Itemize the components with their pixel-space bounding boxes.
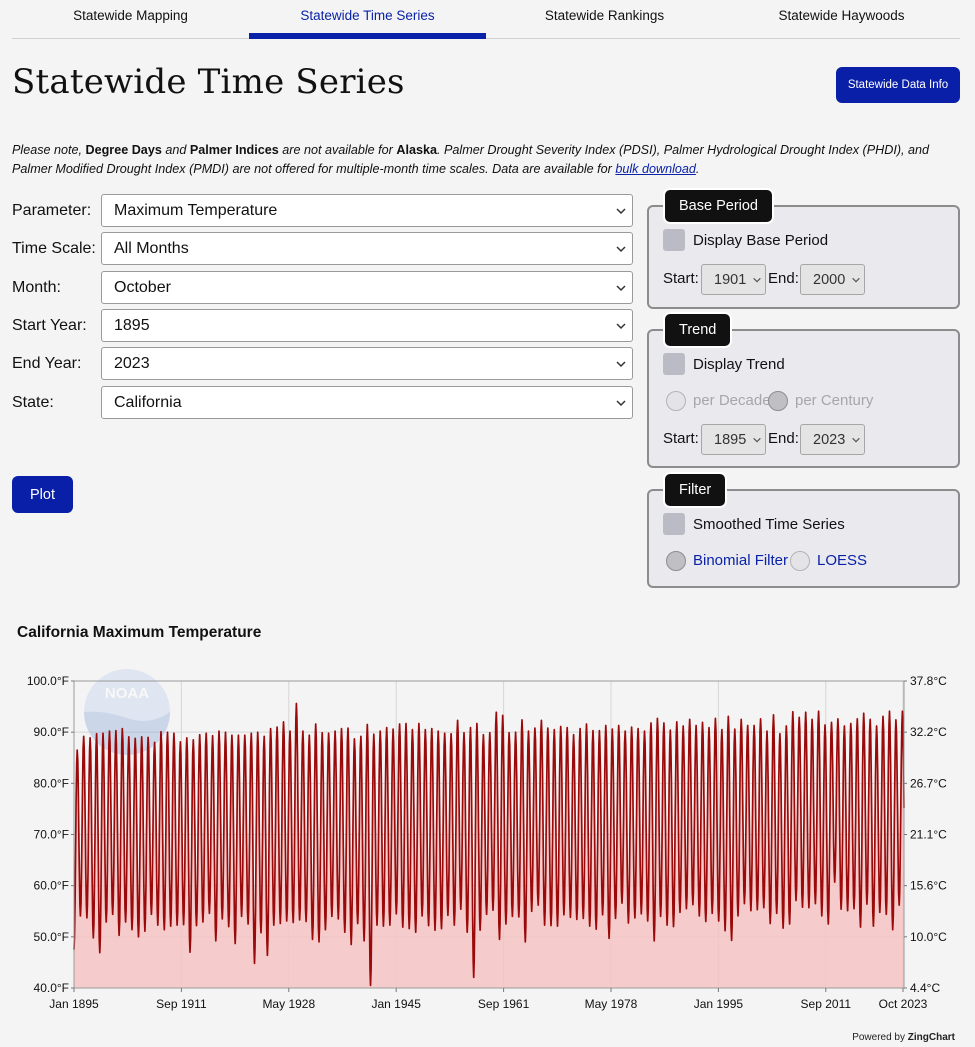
parameter-row: Parameter: Maximum Temperature xyxy=(12,194,634,228)
month-row: Month: October xyxy=(12,271,634,305)
binomial-filter-label: Binomial Filter xyxy=(693,552,789,569)
smoothed-time-series-checkbox[interactable] xyxy=(663,513,685,535)
y-right-tick-label: 10.0°C xyxy=(910,930,947,944)
chevron-down-icon xyxy=(616,285,626,292)
month-select[interactable]: October xyxy=(101,271,633,304)
time-series-chart[interactable]: NOAA 100.0°F 90.0°F 80.0°F 70.0°F 60.0°F 50.0… xyxy=(0,660,975,1020)
per-century-label: per Century xyxy=(795,392,874,409)
time-scale-row: Time Scale: All Months xyxy=(12,232,634,266)
x-tick-label: May 1928 xyxy=(262,997,315,1011)
display-base-period-checkbox[interactable] xyxy=(663,229,685,251)
loess-radio[interactable] xyxy=(790,551,810,571)
y-left-tick-label: 40.0°F xyxy=(34,981,69,995)
y-right-tick-label: 21.1°C xyxy=(910,828,947,842)
y-right-tick-label: 4.4°C xyxy=(910,981,940,995)
chevron-down-icon xyxy=(852,277,860,283)
noaa-logo-text: NOAA xyxy=(105,685,149,702)
bulk-download-link[interactable]: bulk download xyxy=(615,161,696,176)
y-axis-left: 100.0°F 90.0°F 80.0°F 70.0°F 60.0°F 50.0°F 40.… xyxy=(27,674,74,995)
powered-by-zingchart: Powered by ZingChart xyxy=(852,1032,955,1043)
x-tick-label: Sep 1961 xyxy=(478,997,530,1011)
chevron-down-icon xyxy=(852,437,860,443)
chevron-down-icon xyxy=(616,246,626,253)
parameter-select[interactable]: Maximum Temperature xyxy=(101,194,633,227)
plot-button[interactable]: Plot xyxy=(12,476,73,513)
y-right-tick-label: 32.2°C xyxy=(910,725,947,739)
x-tick-label: Sep 1911 xyxy=(156,997,207,1011)
x-tick-label: Oct 2023 xyxy=(879,997,928,1011)
statewide-data-info-button[interactable]: Statewide Data Info xyxy=(836,67,960,103)
noaa-logo: NOAA xyxy=(84,669,170,755)
tab-statewide-time-series[interactable]: Statewide Time Series xyxy=(249,0,486,39)
y-right-tick-label: 37.8°C xyxy=(910,674,947,688)
series-line[interactable] xyxy=(73,702,905,987)
base-period-panel: Base Period Display Base Period Start: 1… xyxy=(647,190,960,309)
availability-note: Please note, Degree Days and Palmer Indi… xyxy=(12,143,930,176)
end-year-label: End Year: xyxy=(12,355,82,372)
y-left-tick-label: 50.0°F xyxy=(34,930,69,944)
end-year-row: End Year: 2023 xyxy=(12,347,634,381)
x-tick-label: Sep 2011 xyxy=(801,997,852,1011)
time-scale-select[interactable]: All Months xyxy=(101,232,633,265)
y-left-tick-label: 100.0°F xyxy=(27,674,69,688)
per-decade-radio[interactable] xyxy=(666,391,686,411)
chevron-down-icon xyxy=(753,277,761,283)
trend-end-select[interactable]: 2023 xyxy=(800,424,865,455)
base-end-label: End: xyxy=(768,270,799,287)
base-start-label: Start: xyxy=(663,270,699,287)
x-axis: Jan 1895 Sep 1911 May 1928 Jan 1945 Sep 1961… xyxy=(49,988,928,1011)
x-tick-label: Jan 1995 xyxy=(694,997,744,1011)
x-tick-label: Jan 1945 xyxy=(372,997,422,1011)
display-trend-checkbox[interactable] xyxy=(663,353,685,375)
smoothed-time-series-label: Smoothed Time Series xyxy=(693,516,845,533)
parameter-label: Parameter: xyxy=(12,202,92,219)
page-title: Statewide Time Series xyxy=(12,62,405,102)
per-century-radio[interactable] xyxy=(768,391,788,411)
display-trend-label: Display Trend xyxy=(693,356,785,373)
y-right-tick-label: 26.7°C xyxy=(910,776,947,790)
loess-label: LOESS xyxy=(817,552,868,569)
month-label: Month: xyxy=(12,279,61,296)
display-base-period-label: Display Base Period xyxy=(693,232,829,249)
trend-panel: Trend Display Trend per Decade per Centu… xyxy=(647,314,960,468)
trend-title: Trend xyxy=(665,314,731,346)
start-year-select[interactable]: 1895 xyxy=(101,309,633,342)
start-year-label: Start Year: xyxy=(12,317,87,334)
state-label: State: xyxy=(12,394,54,411)
chevron-down-icon xyxy=(616,361,626,368)
base-end-select[interactable]: 2000 xyxy=(800,264,865,295)
start-year-row: Start Year: 1895 xyxy=(12,309,634,343)
base-start-select[interactable]: 1901 xyxy=(701,264,766,295)
filter-panel: Filter Smoothed Time Series Binomial Fil… xyxy=(647,474,960,588)
chart-title: California Maximum Temperature xyxy=(17,624,262,641)
tab-statewide-mapping[interactable]: Statewide Mapping xyxy=(73,8,188,23)
state-row: State: California xyxy=(12,386,634,420)
x-tick-label: May 1978 xyxy=(585,997,638,1011)
x-tick-label: Jan 1895 xyxy=(49,997,99,1011)
filter-title: Filter xyxy=(665,474,726,506)
base-period-title: Base Period xyxy=(665,190,772,222)
trend-end-label: End: xyxy=(768,430,799,447)
binomial-filter-radio[interactable] xyxy=(666,551,686,571)
chevron-down-icon xyxy=(753,437,761,443)
y-left-tick-label: 90.0°F xyxy=(34,725,69,739)
tab-statewide-haywoods[interactable]: Statewide Haywoods xyxy=(778,8,905,23)
tab-statewide-rankings[interactable]: Statewide Rankings xyxy=(544,8,665,23)
chevron-down-icon xyxy=(616,400,626,407)
y-left-tick-label: 70.0°F xyxy=(34,828,69,842)
y-left-tick-label: 60.0°F xyxy=(34,879,69,893)
trend-start-label: Start: xyxy=(663,430,699,447)
state-select[interactable]: California xyxy=(101,386,633,419)
trend-start-select[interactable]: 1895 xyxy=(701,424,766,455)
y-right-tick-label: 15.6°C xyxy=(910,879,947,893)
top-tabs: Statewide Mapping Statewide Time Series … xyxy=(12,0,960,39)
y-axis-right: 37.8°C 32.2°C 26.7°C 21.1°C 15.6°C 10.0°C 4.4°… xyxy=(904,674,947,995)
chevron-down-icon xyxy=(616,323,626,330)
time-scale-label: Time Scale: xyxy=(12,240,96,257)
chevron-down-icon xyxy=(616,208,626,215)
y-left-tick-label: 80.0°F xyxy=(34,776,69,790)
per-decade-label: per Decade xyxy=(693,392,771,409)
end-year-select[interactable]: 2023 xyxy=(101,347,633,380)
